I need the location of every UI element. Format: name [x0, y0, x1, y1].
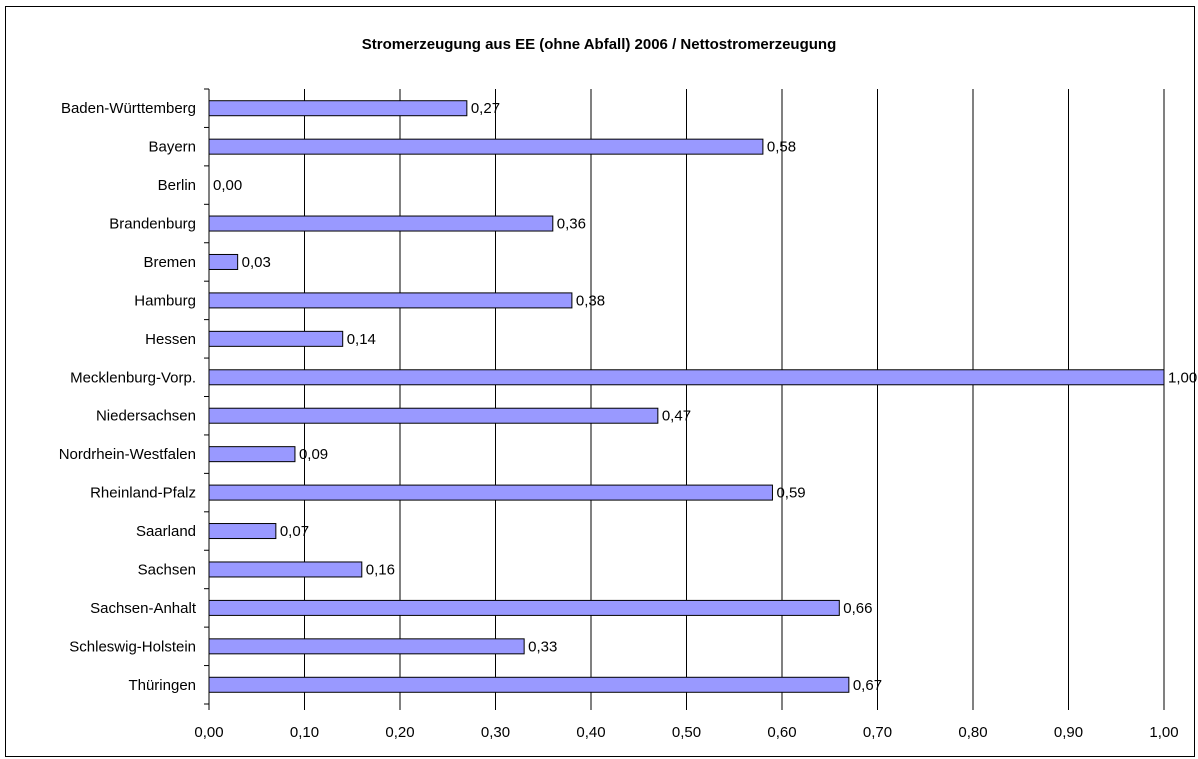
data-label: 0,09: [299, 446, 328, 463]
category-label: Schleswig-Holstein: [69, 638, 196, 655]
bar: [208, 407, 659, 424]
data-label: 0,67: [853, 677, 882, 694]
data-label: 0,14: [347, 331, 376, 348]
bar: [208, 446, 296, 463]
category-label: Baden-Württemberg: [61, 100, 196, 117]
data-label: 0,66: [843, 600, 872, 617]
bar: [208, 215, 554, 232]
bar: [208, 638, 525, 655]
x-tick-label: 0,30: [481, 724, 510, 741]
x-tick-label: 0,40: [576, 724, 605, 741]
bar: [208, 253, 239, 270]
data-label: 0,58: [767, 139, 796, 156]
data-label: 0,33: [528, 638, 557, 655]
x-tick-label: 0,20: [385, 724, 414, 741]
bar: [208, 676, 850, 693]
data-label: 0,47: [662, 408, 691, 425]
x-tick-label: 0,00: [194, 724, 223, 741]
data-label: 0,07: [280, 523, 309, 540]
category-label: Hamburg: [134, 292, 196, 309]
category-label: Saarland: [136, 523, 196, 540]
data-label: 0,16: [366, 561, 395, 578]
axes: [204, 88, 1165, 710]
category-label: Bayern: [148, 139, 196, 156]
category-label: Nordrhein-Westfalen: [59, 446, 196, 463]
x-tick-label: 0,70: [863, 724, 892, 741]
x-tick-label: 1,00: [1149, 724, 1178, 741]
data-label: 0,38: [576, 292, 605, 309]
bar: [208, 599, 840, 616]
bar: [208, 100, 468, 117]
labels: 0,00 0,10 0,20 0,30 0,40 0,50 0,60 0,70 0,80 0,90…: [59, 100, 1198, 741]
x-tick-label: 0,80: [958, 724, 987, 741]
category-label: Rheinland-Pfalz: [90, 485, 196, 502]
bar: [208, 523, 277, 540]
category-label: Thüringen: [128, 677, 196, 694]
bar: [208, 138, 764, 155]
bar: [208, 484, 773, 501]
data-label: 0,27: [471, 100, 500, 117]
bar: [208, 292, 573, 309]
category-label: Sachsen-Anhalt: [90, 600, 197, 617]
x-tick-label: 0,60: [767, 724, 796, 741]
x-tick-label: 0,90: [1054, 724, 1083, 741]
x-tick-label: 0,50: [672, 724, 701, 741]
bar: [208, 330, 344, 347]
data-label: 0,36: [557, 216, 586, 233]
data-label: 0,03: [242, 254, 271, 271]
category-label: Brandenburg: [109, 216, 196, 233]
x-tick-label: 0,10: [290, 724, 319, 741]
data-label: 0,00: [213, 177, 242, 194]
category-label: Niedersachsen: [96, 408, 196, 425]
bar: [208, 561, 363, 578]
category-label: Hessen: [145, 331, 196, 348]
chart-title: Stromerzeugung aus EE (ohne Abfall) 2006…: [361, 36, 837, 53]
category-label: Mecklenburg-Vorp.: [70, 369, 196, 386]
category-label: Bremen: [143, 254, 196, 271]
data-label: 1,00: [1168, 369, 1197, 386]
category-label: Sachsen: [138, 561, 196, 578]
bar: [208, 369, 1165, 386]
data-label: 0,59: [776, 485, 805, 502]
category-label: Berlin: [158, 177, 196, 194]
